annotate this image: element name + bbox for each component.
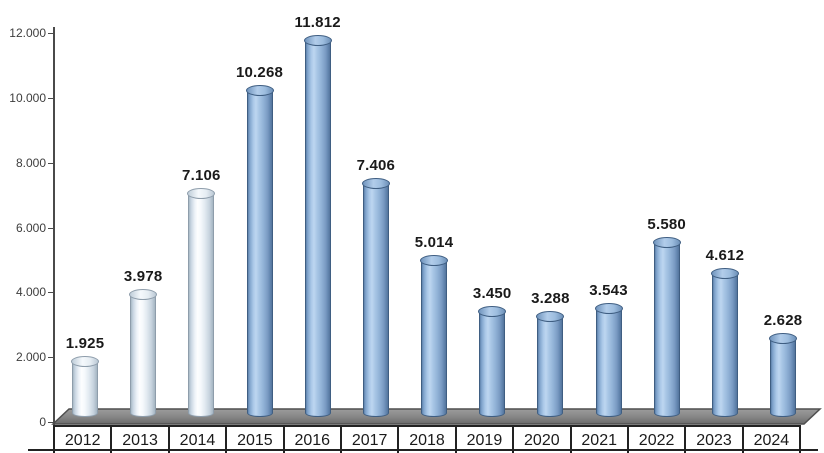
bar-body [188, 191, 215, 417]
bar-2023 [710, 268, 739, 417]
bar-top-cap [769, 332, 798, 344]
bar-value-label: 2.628 [763, 311, 803, 329]
bar-body [537, 315, 564, 417]
bar-top-cap [129, 289, 158, 301]
bar-2013 [129, 289, 158, 417]
y-axis-tick-mark [48, 292, 54, 294]
y-axis-tick-label: 2.000 [15, 350, 46, 365]
bar-top-cap [536, 311, 565, 323]
x-axis-category-cell: 2021 [569, 427, 627, 453]
x-axis-category-cell: 2017 [339, 427, 397, 453]
bar-body [421, 259, 448, 417]
bar-2016 [303, 35, 332, 417]
x-axis-category-cell: 2015 [225, 427, 282, 453]
bar-top-cap [594, 303, 623, 315]
bar-body [362, 181, 389, 417]
y-axis-tick-label: 8.000 [15, 155, 46, 170]
bar-value-label: 11.812 [294, 14, 341, 32]
bar-2022 [652, 237, 681, 417]
bar-2021 [594, 303, 623, 417]
bar-value-label: 10.268 [235, 64, 284, 82]
bar-body [479, 310, 506, 417]
x-axis-category-cell: 2019 [454, 427, 512, 453]
bar-value-label: 5.014 [414, 234, 454, 252]
x-axis-category-cell: 2022 [626, 427, 684, 453]
bar-top-cap [187, 187, 216, 199]
bar-top-cap [478, 306, 507, 318]
y-axis-tick-mark [48, 422, 54, 423]
bar-value-label: 3.450 [472, 285, 512, 303]
bar-body [72, 359, 98, 417]
y-axis-tick-label: 6.000 [15, 220, 46, 235]
bar-top-cap [420, 255, 449, 267]
y-axis-tick-label: 4.000 [15, 285, 46, 300]
bar-top-cap [245, 85, 274, 97]
y-axis-line [53, 27, 55, 425]
bar-2015 [245, 85, 274, 417]
bar-2019 [478, 306, 507, 417]
bar-2012 [71, 355, 99, 417]
y-axis-tick-label: 0 [39, 415, 46, 429]
bar-value-label: 3.543 [589, 282, 628, 300]
bar-value-label: 4.612 [705, 247, 745, 265]
x-axis-category-cell: 2016 [282, 427, 340, 453]
x-axis-category-cell: 2018 [397, 427, 454, 453]
bar-value-label: 3.288 [531, 290, 570, 308]
bar-2020 [536, 311, 565, 417]
bar-top-cap [652, 237, 681, 249]
bar-body [653, 241, 680, 417]
bottom-border-line [28, 449, 818, 451]
bar-value-label: 3.978 [123, 268, 163, 286]
bar-value-label: 7.106 [182, 166, 221, 184]
bar-value-label: 1.925 [65, 334, 105, 352]
x-axis-category-cell: 2013 [110, 427, 167, 453]
y-axis-tick-mark [48, 97, 54, 99]
bar-body [711, 272, 738, 417]
x-axis-category-cell: 2020 [512, 427, 569, 453]
bar-2017 [361, 177, 390, 417]
y-axis-tick-mark [48, 162, 54, 164]
bar-2024 [769, 332, 798, 417]
bar-body [770, 336, 797, 417]
bar-value-label: 7.406 [356, 156, 396, 174]
x-axis-category-cell: 2023 [684, 427, 741, 453]
bar-body [130, 293, 157, 417]
bar-top-cap [71, 355, 99, 367]
y-axis-tick-mark [48, 357, 54, 359]
x-axis-category-cell: 2012 [53, 427, 110, 453]
bar-value-label: 5.580 [647, 216, 686, 234]
x-axis-category-row: 2012 2013 2014 2015 2016 2017 2018 2019 2020 2021… [53, 425, 802, 453]
y-axis-tick-mark [48, 33, 54, 34]
x-axis-category-cell: 2024 [741, 427, 802, 453]
bar-top-cap [303, 35, 332, 47]
bar-body [595, 307, 622, 417]
bar-2018 [420, 255, 449, 417]
y-axis-tick-mark [48, 227, 54, 229]
bar-top-cap [710, 268, 739, 280]
y-axis-tick-label: 12.000 [9, 26, 46, 40]
bar-2014 [187, 187, 216, 417]
bar-body [304, 39, 331, 417]
x-axis-category-cell: 2014 [167, 427, 225, 453]
y-axis-tick-label: 10.000 [9, 90, 46, 105]
bar-body [246, 89, 273, 417]
bar-top-cap [361, 177, 390, 189]
